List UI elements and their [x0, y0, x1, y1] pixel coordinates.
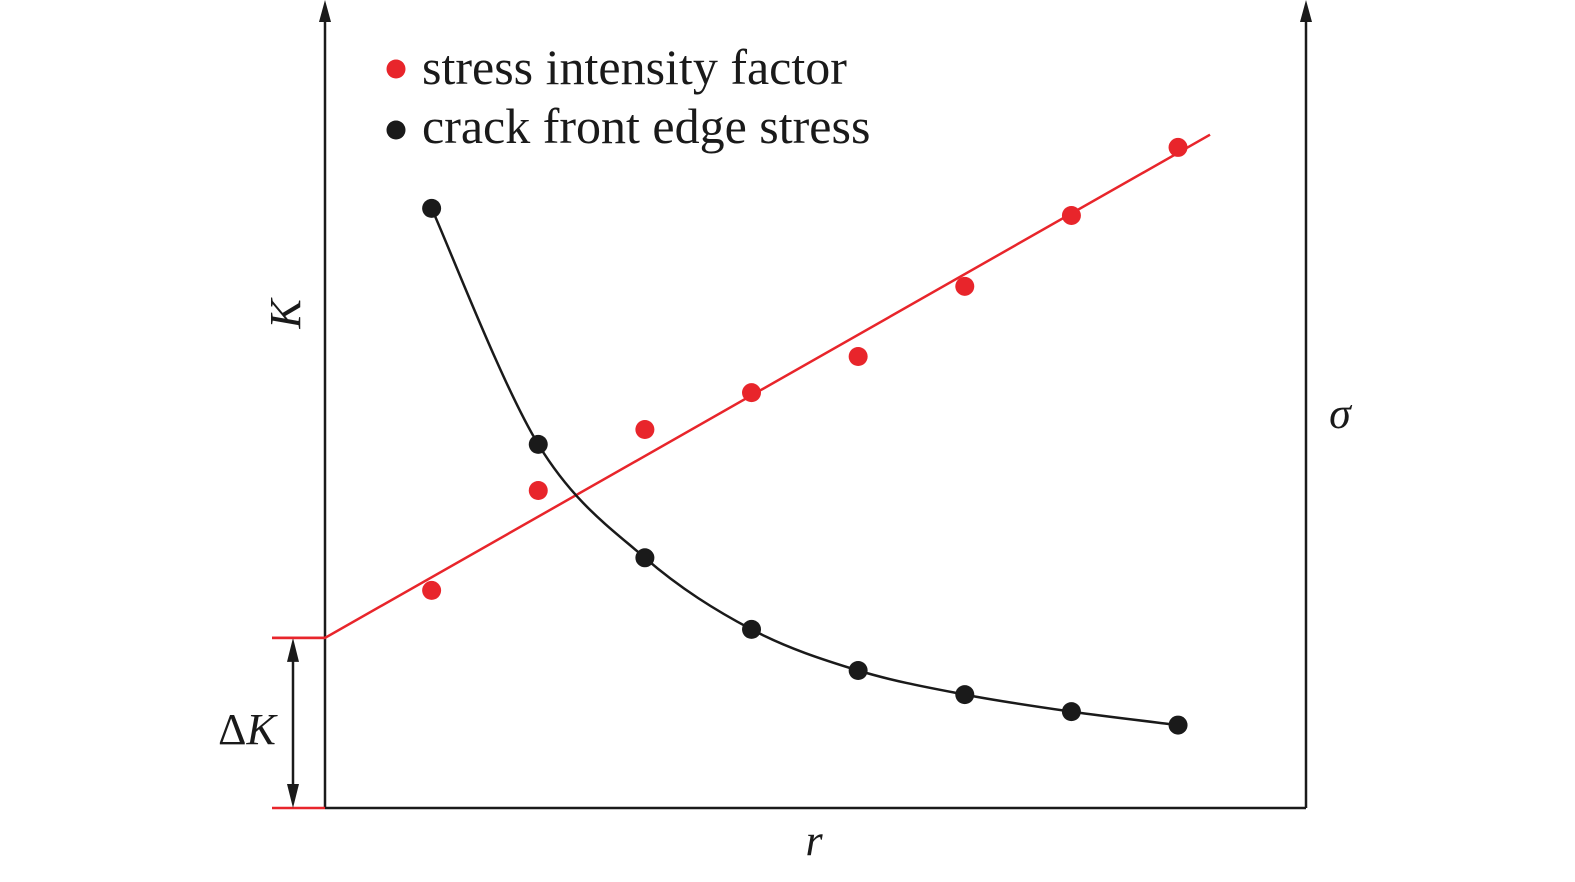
- stress-intensity-point: [528, 480, 548, 500]
- delta-k-label-k: K: [245, 705, 278, 754]
- plot-area: [272, 0, 1312, 810]
- delta-k-arrowhead-up: [287, 637, 299, 662]
- stress-intensity-point: [1168, 137, 1188, 157]
- stress-intensity-point: [955, 276, 975, 296]
- left-y-axis-label: K: [261, 297, 310, 330]
- delta-k-label: ΔK: [218, 705, 278, 754]
- crack-stress-point: [528, 434, 548, 454]
- legend-label-crack-stress: crack front edge stress: [422, 98, 870, 154]
- crack-stress-point: [635, 548, 655, 568]
- stress-intensity-fit-line: [272, 133, 1211, 640]
- crack-stress-point: [422, 198, 442, 218]
- right-y-axis-arrowhead: [1300, 0, 1312, 22]
- stress-intensity-point: [742, 383, 762, 403]
- stress-intensity-point: [1061, 205, 1081, 225]
- crack-stress-point: [742, 619, 762, 639]
- legend-label-stress-intensity: stress intensity factor: [422, 39, 847, 95]
- delta-k-label-delta: Δ: [218, 705, 246, 754]
- x-axis-label: r: [805, 816, 823, 865]
- crack-stress-point: [848, 660, 868, 680]
- data-markers: [422, 137, 1188, 735]
- right-y-axis-label: σ: [1329, 389, 1353, 438]
- crack-stress-point: [1061, 702, 1081, 722]
- stress-intensity-point: [422, 580, 442, 600]
- crack-stress-point: [955, 685, 975, 705]
- legend-marker-crack-stress: [386, 120, 406, 140]
- legend-marker-stress-intensity: [386, 59, 406, 79]
- stress-intensity-point: [848, 347, 868, 367]
- left-y-axis-arrowhead: [319, 0, 331, 22]
- delta-k-marker: [272, 636, 325, 810]
- stress-intensity-point: [635, 420, 655, 440]
- legend: stress intensity factor crack front edge…: [386, 39, 870, 154]
- delta-k-arrowhead-down: [287, 784, 299, 808]
- crack-stress-point: [1168, 715, 1188, 735]
- crack-stress-fit-curve: [430, 207, 1179, 727]
